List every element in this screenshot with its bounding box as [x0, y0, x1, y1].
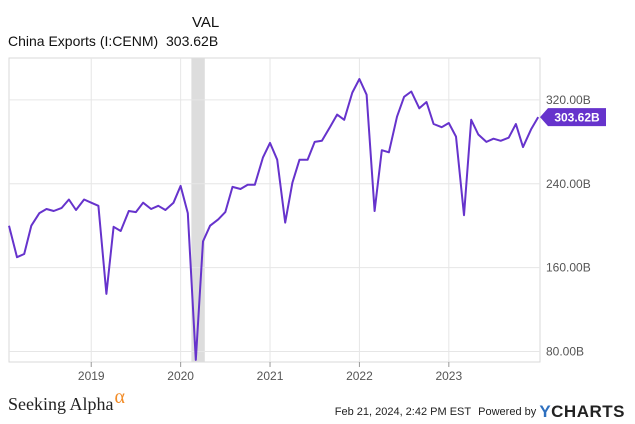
- x-tick-label-3: 2022: [346, 369, 373, 383]
- ycharts-logo-rest: CHARTS: [551, 402, 625, 421]
- y-tick-label-3: 320.00B: [546, 93, 591, 107]
- y-tick-label-2: 240.00B: [546, 177, 591, 191]
- y-tick-label-0: 80.00B: [546, 345, 584, 359]
- alpha-icon: α: [114, 386, 125, 408]
- shaded-region-0: [191, 58, 205, 362]
- legend-series-value: 303.62B: [166, 33, 219, 49]
- series-line-0: [8, 78, 540, 361]
- footer-info: Feb 21, 2024, 2:42 PM EST Powered by YCH…: [335, 402, 625, 422]
- last-value-marker: 303.62B: [540, 108, 606, 127]
- legend-column-header: VAL: [192, 14, 220, 31]
- legend-series-name[interactable]: China Exports (I:CENM): [8, 33, 159, 49]
- last-value-label: 303.62B: [554, 111, 600, 125]
- x-tick-label-4: 2023: [435, 369, 462, 383]
- series-points-0: [8, 78, 540, 361]
- last-value-badge: [540, 108, 606, 127]
- plot-frame: [8, 57, 541, 363]
- seeking-alpha-logo: Seeking Alphaα: [8, 386, 125, 416]
- x-tick-label-0: 2019: [78, 369, 105, 383]
- x-tick-label-2: 2021: [257, 369, 284, 383]
- x-tick-label-1: 2020: [167, 369, 194, 383]
- y-tick-label-1: 160.00B: [546, 261, 591, 275]
- legend: VAL China Exports (I:CENM) 303.62B: [0, 0, 635, 55]
- seeking-alpha-logo-text: Seeking Alpha: [8, 394, 114, 414]
- ycharts-logo[interactable]: YCHARTS: [539, 402, 625, 421]
- ycharts-logo-y: Y: [539, 402, 552, 421]
- timestamp: Feb 21, 2024, 2:42 PM EST: [334, 406, 472, 418]
- powered-by-label: Powered by: [478, 406, 537, 418]
